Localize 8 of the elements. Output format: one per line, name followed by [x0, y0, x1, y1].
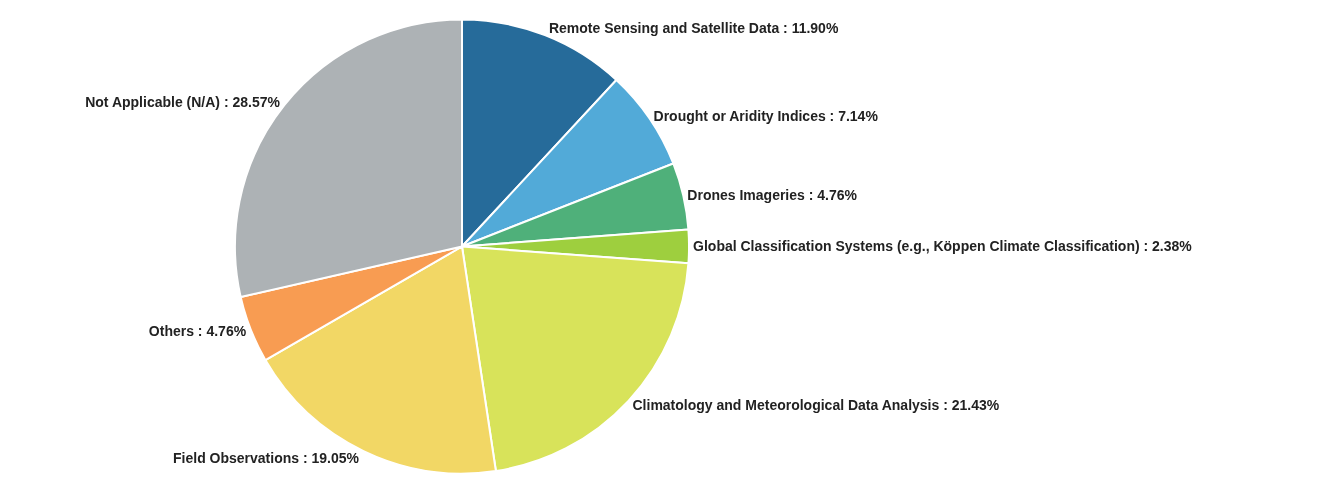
slice-label: Global Classification Systems (e.g., Köppen Climate Classification) : 2.38%: [693, 238, 1193, 255]
slice-label: Remote Sensing and Satellite Data : 11.90%: [548, 20, 839, 37]
slice-label: Field Observations : 19.05%: [173, 449, 360, 466]
slice-label: Drought or Aridity Indices : 7.14%: [653, 108, 879, 125]
slice-label: Climatology and Meteorological Data Analysis : 21.43%: [632, 396, 1000, 413]
slice-label: Drones Imageries : 4.76%: [687, 187, 858, 204]
slice-label: Others : 4.76%: [148, 322, 247, 339]
slice-label: Not Applicable (N/A) : 28.57%: [85, 93, 281, 110]
